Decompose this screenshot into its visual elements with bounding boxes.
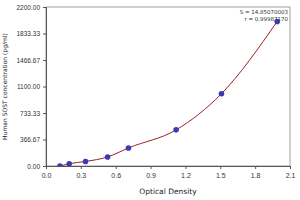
y-tick-label: 2200.00 <box>17 4 41 11</box>
y-tick-mark <box>43 87 46 88</box>
x-tick-label: 0.6 <box>111 172 121 179</box>
y-tick-mark <box>43 60 46 61</box>
x-tick-mark <box>255 166 256 169</box>
y-tick-label: 1833.33 <box>17 30 41 37</box>
x-tick: 0.6 <box>111 166 121 179</box>
x-tick: 1.8 <box>251 166 261 179</box>
x-tick: 2.1 <box>286 166 296 179</box>
y-tick-label: 366.67 <box>20 136 40 143</box>
x-tick-mark <box>220 166 221 169</box>
x-tick-mark <box>81 166 82 169</box>
x-tick-label: 1.5 <box>216 172 226 179</box>
y-tick: 1466.67 <box>17 57 47 64</box>
data-point <box>57 163 63 166</box>
y-tick-mark <box>43 34 46 35</box>
x-tick-mark <box>185 166 186 169</box>
y-tick: 733.33 <box>20 110 46 117</box>
chart: 0.0 0.3 0.6 0.9 1.2 1.5 1.8 2.1 0.00 366.67 733.33… <box>0 0 300 200</box>
y-tick-label: 1466.67 <box>17 57 41 64</box>
marks <box>57 19 280 166</box>
y-tick-mark <box>43 113 46 114</box>
plot-frame <box>46 7 290 166</box>
x-tick-label: 0.0 <box>42 172 52 179</box>
y-axis-title: Human SOST concentration (pg/ml) <box>1 33 9 140</box>
x-tick-mark <box>151 166 152 169</box>
annotation: r = 0.99987170 <box>244 16 288 22</box>
plot: 0.0 0.3 0.6 0.9 1.2 1.5 1.8 2.1 0.00 366.67 733.33… <box>17 4 296 180</box>
x-tick-label: 1.2 <box>181 172 191 179</box>
fit-curve <box>60 21 277 166</box>
data-point <box>66 161 72 166</box>
y-tick: 1833.33 <box>17 30 47 37</box>
x-tick: 1.5 <box>216 166 226 179</box>
data-point <box>83 159 89 165</box>
x-tick-mark <box>116 166 117 169</box>
x-tick-label: 0.3 <box>76 172 86 179</box>
y-axis: 0.00 366.67 733.33 1100.00 1466.67 1833.33 220… <box>17 4 47 170</box>
y-axis-line <box>43 8 47 167</box>
annotation: S = 14.85070003 <box>240 9 289 15</box>
x-tick-mark <box>290 166 291 169</box>
y-tick-mark <box>43 139 46 140</box>
y-tick: 2200.00 <box>17 4 47 11</box>
x-tick: 0.3 <box>76 166 86 179</box>
data-point <box>219 91 225 97</box>
x-axis-line <box>47 167 291 170</box>
x-tick: 0.0 <box>42 166 52 179</box>
y-tick: 1100.00 <box>17 83 46 90</box>
data-point <box>105 154 111 160</box>
x-tick-label: 0.9 <box>146 172 156 179</box>
x-tick: 0.9 <box>146 166 156 179</box>
y-tick-label: 1100.00 <box>17 83 40 90</box>
y-tick-mark <box>43 7 46 8</box>
x-axis: 0.0 0.3 0.6 0.9 1.2 1.5 1.8 2.1 <box>42 166 296 179</box>
x-tick: 1.2 <box>181 166 191 179</box>
data-point <box>173 127 179 133</box>
y-tick: 0.00 <box>27 163 46 170</box>
y-tick: 366.67 <box>20 136 46 143</box>
x-tick-label: 1.8 <box>251 172 261 179</box>
x-tick-label: 2.1 <box>286 172 296 179</box>
data-point <box>126 145 132 151</box>
y-tick-label: 733.33 <box>20 110 40 117</box>
x-axis-title: Optical Density <box>139 187 197 196</box>
y-tick-label: 0.00 <box>27 163 40 170</box>
y-tick-mark <box>43 166 46 167</box>
